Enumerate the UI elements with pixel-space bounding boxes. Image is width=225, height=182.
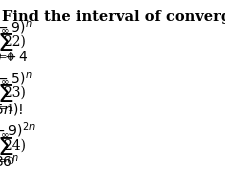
Text: $36^n$: $36^n$ bbox=[0, 154, 19, 170]
Text: n=0: n=0 bbox=[0, 157, 15, 166]
Text: n=0: n=0 bbox=[0, 53, 15, 62]
Text: $(x - 9)^n$: $(x - 9)^n$ bbox=[0, 19, 33, 36]
Text: $\Sigma$: $\Sigma$ bbox=[0, 84, 13, 107]
Text: 24): 24) bbox=[3, 139, 26, 153]
Text: 23): 23) bbox=[3, 86, 25, 100]
Text: $5n + 4$: $5n + 4$ bbox=[0, 50, 29, 64]
Text: n=1: n=1 bbox=[0, 104, 15, 113]
Text: Find the interval of convergence of the series.: Find the interval of convergence of the … bbox=[2, 10, 225, 24]
Text: $(x - 5)^n$: $(x - 5)^n$ bbox=[0, 70, 33, 87]
Text: $(x - 9)^{2n}$: $(x - 9)^{2n}$ bbox=[0, 121, 36, 140]
Text: $(5n)!$: $(5n)!$ bbox=[0, 101, 23, 117]
Text: $\Sigma$: $\Sigma$ bbox=[0, 137, 13, 160]
Text: $\infty$: $\infty$ bbox=[0, 26, 9, 35]
Text: $\infty$: $\infty$ bbox=[0, 78, 9, 86]
Text: 22): 22) bbox=[3, 35, 25, 49]
Text: $\Sigma$: $\Sigma$ bbox=[0, 33, 13, 56]
Text: $\infty$: $\infty$ bbox=[0, 130, 9, 139]
